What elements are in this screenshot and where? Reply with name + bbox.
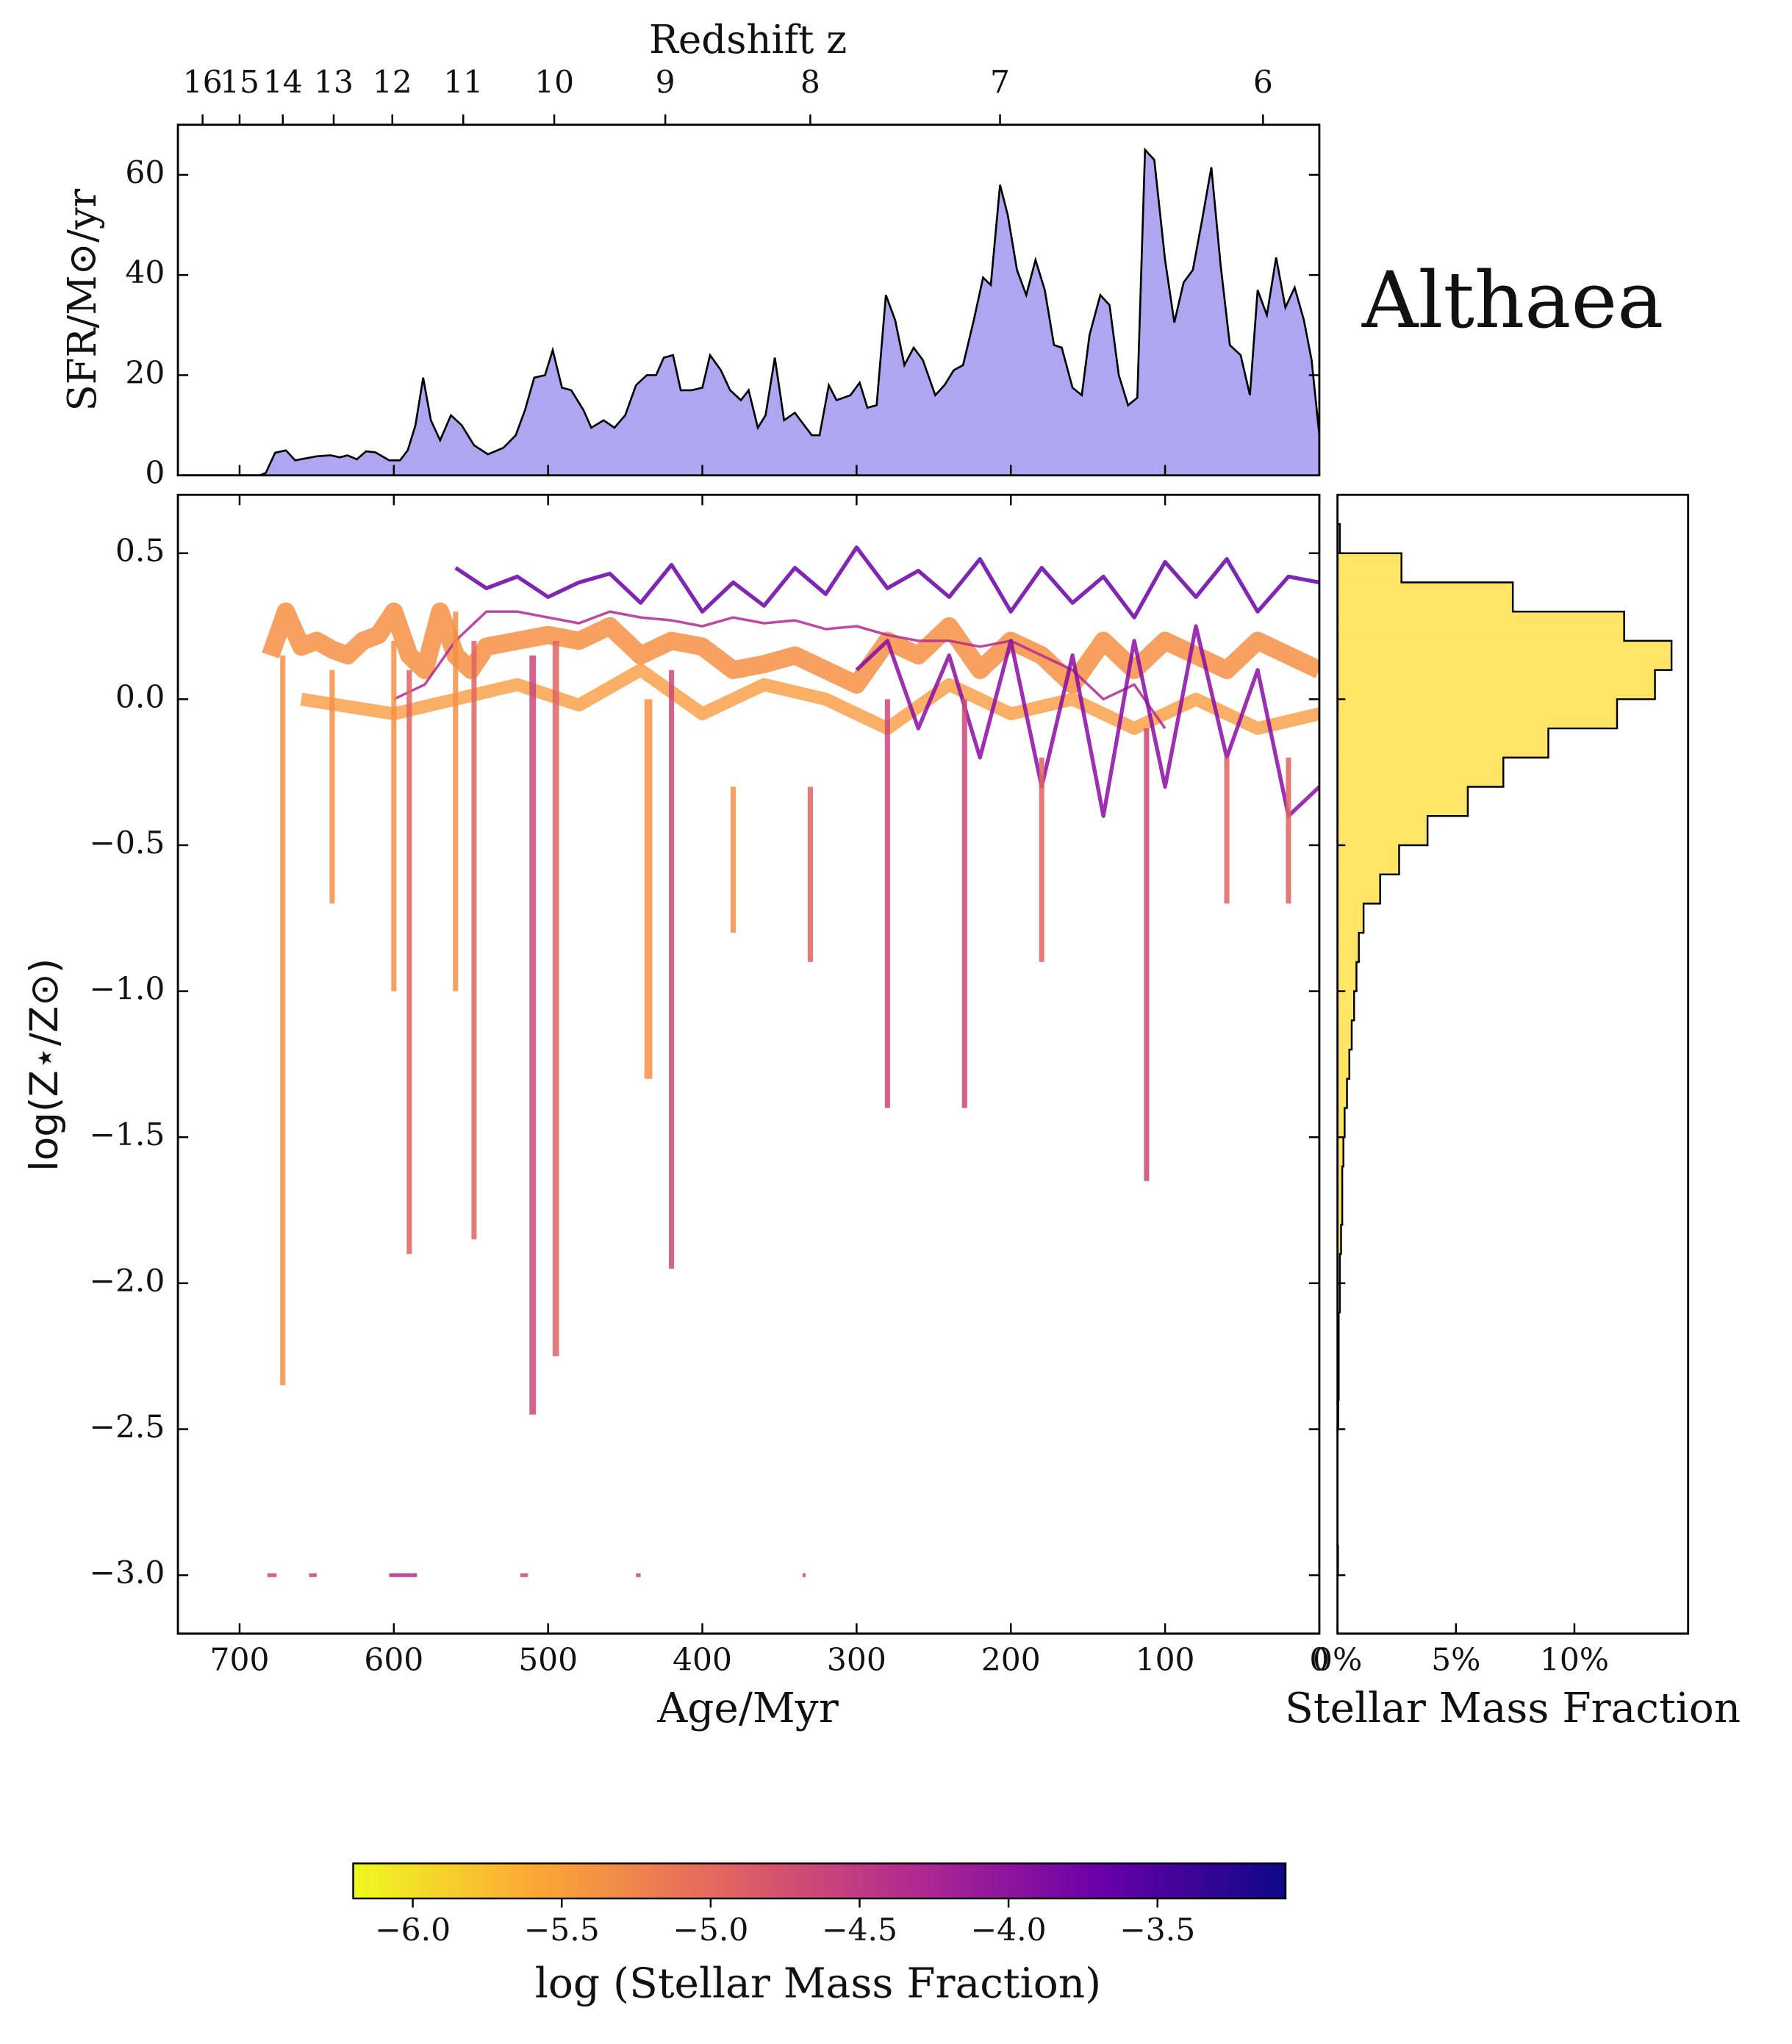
redshift-tick-label: 14 xyxy=(263,64,303,100)
histogram-bar xyxy=(1337,1283,1340,1313)
mass-fraction-axis-label: Stellar Mass Fraction xyxy=(1285,1685,1741,1732)
sfr-axis-label: SFR/M⊙/yr xyxy=(60,188,105,411)
metallicity-track xyxy=(454,545,1319,620)
x-tick-label: 400 xyxy=(673,1641,732,1677)
histogram-bar xyxy=(1337,1137,1344,1166)
histogram-bar xyxy=(1337,699,1617,729)
histogram-bar xyxy=(1337,523,1340,553)
histogram-bar xyxy=(1337,640,1672,670)
x-tick-label: 0% xyxy=(1313,1641,1362,1677)
histogram-bar xyxy=(1337,816,1428,845)
colorbar-tick-label: −5.5 xyxy=(524,1912,600,1948)
histogram-bar xyxy=(1337,1195,1343,1225)
x-tick-label: 100 xyxy=(1136,1641,1195,1677)
histogram-bar xyxy=(1337,1020,1352,1050)
metallicity-track xyxy=(393,610,1166,730)
histogram-bar xyxy=(1337,1166,1343,1196)
colorbar-tick-label: −3.5 xyxy=(1119,1912,1195,1948)
x-tick-label: 700 xyxy=(210,1641,270,1677)
histogram-bar xyxy=(1337,1050,1350,1079)
histogram-bar xyxy=(1337,933,1359,962)
histogram-bar xyxy=(1337,757,1504,787)
x-tick-label: 500 xyxy=(518,1641,578,1677)
redshift-tick-label: 16 xyxy=(183,64,223,100)
y-tick-label: −1.5 xyxy=(89,1116,165,1152)
redshift-tick-label: 11 xyxy=(443,64,483,100)
age-axis-label: Age/Myr xyxy=(656,1685,839,1732)
y-tick-label: −1.0 xyxy=(89,971,165,1007)
redshift-tick-label: 12 xyxy=(373,64,412,100)
y-tick-label: −2.5 xyxy=(89,1409,165,1445)
histogram-bar xyxy=(1337,553,1402,583)
x-tick-label: 10% xyxy=(1540,1641,1609,1677)
sfr-line xyxy=(178,147,1321,477)
metallicity-axis-label: log(Z⋆/Z⊙) xyxy=(22,958,67,1172)
y-tick-label: −3.0 xyxy=(89,1554,165,1591)
histogram-bar xyxy=(1337,903,1364,933)
colorbar-label: log (Stellar Mass Fraction) xyxy=(535,1960,1101,2008)
axes-frame xyxy=(176,123,1321,477)
histogram-bar xyxy=(1337,612,1624,641)
axes-frame xyxy=(176,493,1321,1635)
y-tick-label: 20 xyxy=(125,354,165,390)
y-tick-label: −0.5 xyxy=(89,825,165,861)
tracks xyxy=(262,545,1319,1577)
redshift-tick-label: 15 xyxy=(220,64,259,100)
x-tick-label: 5% xyxy=(1431,1641,1480,1677)
redshift-label: Redshift z xyxy=(649,18,847,62)
redshift-tick-label: 9 xyxy=(656,64,675,100)
colorbar-tick-label: −6.0 xyxy=(375,1912,451,1948)
colorbar-tick-label: −4.0 xyxy=(971,1912,1047,1948)
metallicity-track xyxy=(262,602,1319,694)
y-tick-label: 0.0 xyxy=(115,678,165,714)
y-tick-label: 0.5 xyxy=(115,533,165,569)
colorbar-tick-label: −5.0 xyxy=(673,1912,748,1948)
redshift-tick-label: 7 xyxy=(990,64,1010,100)
histogram-bar xyxy=(1337,961,1357,991)
histogram-bar xyxy=(1337,1224,1341,1255)
x-tick-label: 600 xyxy=(364,1641,423,1677)
histogram-bar xyxy=(1337,1254,1340,1283)
y-tick-label: 0 xyxy=(145,455,165,491)
y-tick-label: −2.0 xyxy=(89,1263,165,1299)
metallicity-track xyxy=(855,624,1319,818)
redshift-tick-label: 10 xyxy=(534,64,574,100)
x-tick-label: 300 xyxy=(827,1641,886,1677)
x-tick-label: 0 xyxy=(1309,1641,1329,1677)
axes-frame xyxy=(1336,493,1690,1635)
histogram-bar xyxy=(1337,1108,1345,1138)
colorbar-tick-label: −4.5 xyxy=(822,1912,897,1948)
histogram-bar xyxy=(1337,1078,1347,1108)
histogram-bar xyxy=(1337,582,1513,612)
histogram-bar xyxy=(1337,991,1355,1021)
redshift-tick-label: 6 xyxy=(1253,64,1273,100)
x-tick-label: 200 xyxy=(981,1641,1041,1677)
metallicity-track xyxy=(300,663,1319,735)
y-tick-label: 60 xyxy=(125,154,165,190)
y-tick-label: 40 xyxy=(125,254,165,290)
sfr-area xyxy=(178,149,1319,476)
histogram-bar xyxy=(1337,670,1655,700)
histogram-bar xyxy=(1337,874,1380,904)
colorbar xyxy=(352,1862,1287,1900)
histogram-bar xyxy=(1337,786,1468,817)
histogram-bar xyxy=(1337,845,1399,875)
galaxy-name: Althaea xyxy=(1361,255,1663,345)
redshift-tick-label: 8 xyxy=(800,64,820,100)
histogram-bar xyxy=(1337,728,1549,758)
redshift-tick-label: 13 xyxy=(314,64,354,100)
